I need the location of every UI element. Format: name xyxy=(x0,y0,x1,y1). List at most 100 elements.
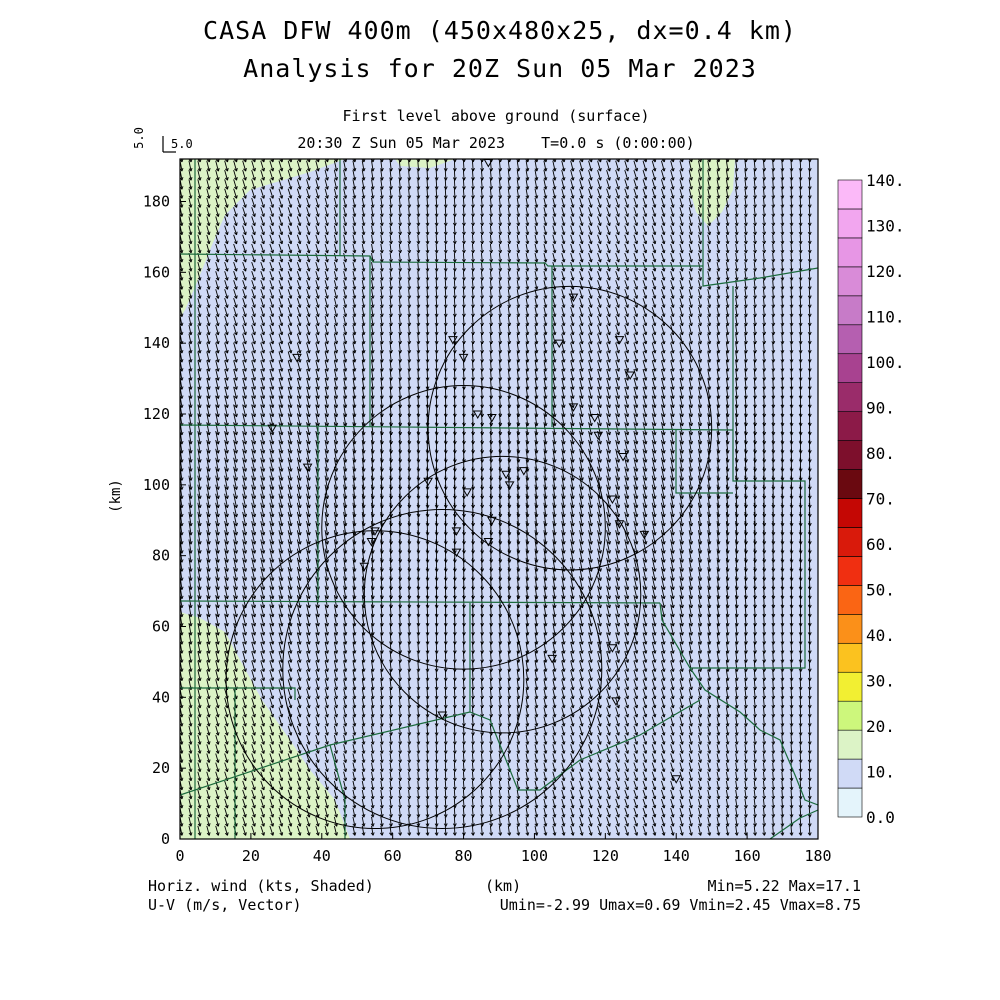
wind-vector-head xyxy=(206,596,210,600)
wind-vector xyxy=(188,216,192,226)
wind-vector xyxy=(206,298,210,308)
wind-vector xyxy=(197,243,201,254)
wind-vector xyxy=(188,324,192,335)
wind-vector-head xyxy=(197,223,201,227)
wind-vector xyxy=(188,298,192,308)
wind-vector xyxy=(206,613,210,627)
wind-vector xyxy=(206,520,210,536)
wind-vector xyxy=(197,360,201,372)
wind-vector xyxy=(188,660,192,672)
wind-vector xyxy=(206,234,210,245)
wind-vector-head xyxy=(206,386,210,390)
wind-vector xyxy=(188,262,192,272)
wind-vector xyxy=(188,225,192,235)
wind-vector xyxy=(197,307,201,317)
wind-vector xyxy=(197,771,201,781)
wind-vector-head xyxy=(206,641,210,645)
wind-vector xyxy=(197,567,201,581)
wind-vector xyxy=(197,179,201,190)
wind-vector xyxy=(197,632,201,645)
wind-vector xyxy=(188,351,192,363)
wind-vector-head xyxy=(206,314,210,318)
wind-vector xyxy=(197,315,201,326)
wind-vector xyxy=(188,280,192,290)
wind-vector xyxy=(197,735,201,745)
wind-vector xyxy=(197,530,201,545)
wind-vector xyxy=(206,502,210,517)
wind-vector-head xyxy=(206,195,210,199)
wind-vector-head xyxy=(206,159,210,163)
wind-vector xyxy=(188,576,192,590)
wind-vector-head xyxy=(206,659,210,663)
wind-vector-head xyxy=(188,677,192,681)
wind-vector-head xyxy=(197,204,201,208)
wind-vector-head xyxy=(188,814,192,818)
wind-vector xyxy=(206,188,210,199)
wind-vector-head xyxy=(197,232,201,236)
wind-vector xyxy=(188,511,192,527)
wind-vector-head xyxy=(197,186,201,190)
wind-vector-head xyxy=(197,641,201,645)
wind-vector xyxy=(206,585,210,599)
wind-vector xyxy=(188,493,192,508)
wind-vector-head xyxy=(197,368,201,372)
wind-vector xyxy=(197,716,201,727)
wind-vector xyxy=(197,404,201,417)
wind-vector-head xyxy=(188,241,192,245)
wind-vector xyxy=(206,179,210,190)
wind-vector xyxy=(197,660,201,672)
wind-vector-head xyxy=(197,741,201,745)
wind-vector-head xyxy=(206,623,210,627)
wind-vector xyxy=(197,422,201,436)
wind-vector xyxy=(197,188,201,199)
wind-vector xyxy=(188,360,192,372)
wind-vector-head xyxy=(197,677,201,681)
wind-vector-head xyxy=(188,195,192,199)
wind-vector-head xyxy=(197,359,201,363)
wind-vector-head xyxy=(206,359,210,363)
wind-vector xyxy=(197,576,201,590)
wind-vector xyxy=(188,557,192,572)
wind-vector xyxy=(206,197,210,208)
wind-vector-head xyxy=(188,832,192,836)
wind-vector-head xyxy=(197,168,201,172)
wind-vector-head xyxy=(188,250,192,254)
wind-vector xyxy=(206,386,210,399)
wind-vector xyxy=(197,789,201,800)
wind-vector-head xyxy=(188,177,192,181)
wind-vector xyxy=(188,169,192,181)
wind-vector-head xyxy=(206,277,210,281)
wind-vector xyxy=(197,539,201,554)
wind-vector-head xyxy=(188,668,192,672)
wind-vector-head xyxy=(206,350,210,354)
wind-vector xyxy=(188,448,192,463)
wind-vector-head xyxy=(206,404,210,408)
wind-vector xyxy=(188,798,192,809)
wind-vector xyxy=(197,413,201,426)
wind-vector xyxy=(188,632,192,645)
wind-vector xyxy=(197,386,201,399)
wind-vector xyxy=(206,557,210,572)
wind-vector xyxy=(188,623,192,636)
wind-vector xyxy=(188,188,192,199)
wind-vector-head xyxy=(188,750,192,754)
wind-vector-head xyxy=(197,304,201,308)
wind-vector-head xyxy=(197,295,201,299)
wind-vector-head xyxy=(206,213,210,217)
wind-vector-head xyxy=(197,332,201,336)
wind-vector-head xyxy=(197,177,201,181)
wind-vector xyxy=(206,669,210,681)
wind-vector xyxy=(206,315,210,326)
wind-vector-head xyxy=(188,168,192,172)
wind-vector-head xyxy=(197,668,201,672)
wind-vector-head xyxy=(188,304,192,308)
wind-vector-head xyxy=(188,796,192,800)
wind-vector xyxy=(188,234,192,245)
wind-vector xyxy=(206,271,210,281)
wind-vector xyxy=(188,735,192,745)
wind-vector xyxy=(206,307,210,317)
wind-vector xyxy=(206,651,210,663)
wind-vector xyxy=(206,511,210,527)
wind-vector-head xyxy=(206,304,210,308)
wind-vector-head xyxy=(188,259,192,263)
